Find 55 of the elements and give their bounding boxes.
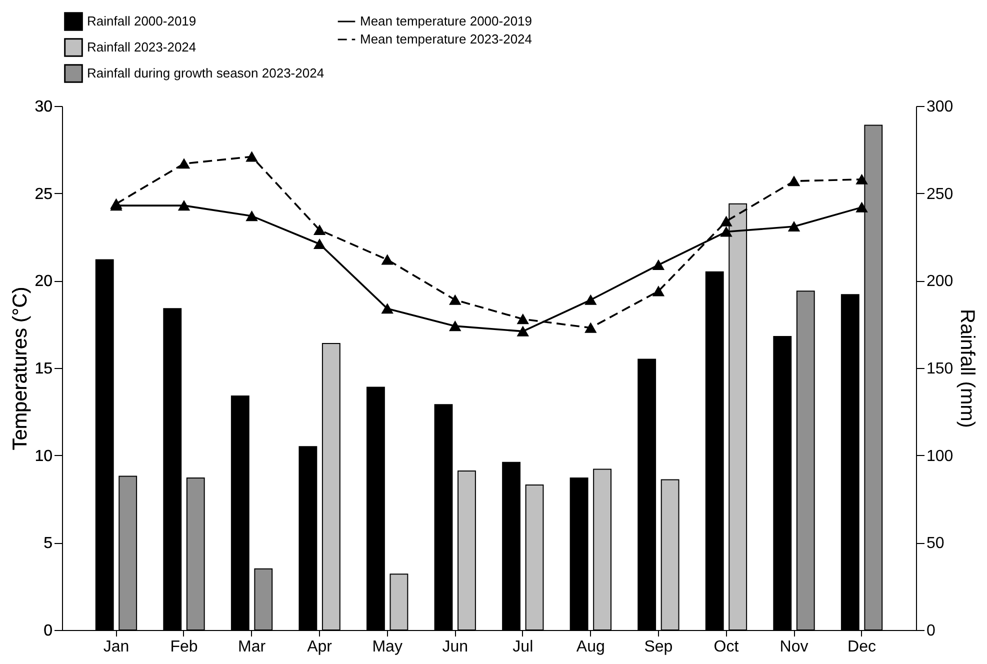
- legend-label: Mean temperature 2000-2019: [360, 14, 532, 28]
- point: [720, 226, 732, 237]
- point: [517, 326, 529, 336]
- y2-tick-label: 0: [926, 622, 936, 640]
- point: [246, 211, 258, 222]
- y2-tick-label: 300: [926, 98, 954, 116]
- y2-tick-label: 50: [926, 535, 944, 552]
- x-tick-label: Jan: [103, 638, 130, 656]
- y-tick-label: 25: [34, 186, 53, 203]
- x-tick-label: Apr: [307, 638, 333, 656]
- point: [517, 314, 529, 324]
- point: [652, 260, 664, 270]
- y2-tick-label: 150: [926, 360, 954, 378]
- y-tick-label: 20: [34, 273, 53, 290]
- point: [788, 176, 800, 186]
- point: [788, 221, 800, 232]
- point: [449, 321, 461, 332]
- point: [382, 304, 394, 314]
- legend-label: Rainfall 2023-2024: [87, 40, 196, 54]
- x-tick-label: Sep: [644, 638, 673, 656]
- point: [178, 200, 190, 211]
- point: [314, 224, 326, 236]
- point: [584, 322, 596, 333]
- x-tick-label: Dec: [848, 638, 876, 656]
- y2-tick-label: 100: [926, 448, 954, 465]
- x-tick-label: Aug: [576, 638, 605, 656]
- point: [178, 158, 190, 169]
- y2-tick-label: 200: [926, 273, 954, 290]
- y2-tick-label: 250: [926, 186, 954, 203]
- legend-label: Rainfall during growth season 2023-2024: [87, 66, 324, 80]
- x-tick-label: Oct: [714, 638, 740, 656]
- x-tick-label: Feb: [170, 638, 198, 656]
- point: [314, 238, 326, 250]
- y-tick-label: 0: [44, 622, 53, 640]
- point: [449, 294, 461, 305]
- legend-label: Rainfall 2000-2019: [87, 14, 196, 28]
- x-tick-label: May: [372, 638, 402, 656]
- point: [652, 286, 664, 296]
- x-tick-label: Jul: [512, 638, 534, 656]
- x-tick-label: Mar: [238, 638, 266, 656]
- y-tick-label: 10: [34, 448, 53, 465]
- y-tick-label: 30: [34, 98, 53, 116]
- point: [856, 202, 868, 212]
- point: [382, 254, 394, 265]
- y-tick-label: 15: [34, 360, 53, 378]
- y-tick-label: 5: [44, 535, 53, 552]
- x-tick-label: Nov: [780, 638, 808, 656]
- y2-axis-title: Rainfall (mm): [956, 309, 978, 428]
- point: [720, 216, 732, 226]
- legend-label: Mean temperature 2023-2024: [360, 32, 532, 46]
- point: [584, 294, 596, 305]
- y-axis-title: Temperatures (°C): [10, 286, 32, 450]
- point: [246, 152, 258, 162]
- x-tick-label: Jun: [442, 638, 468, 656]
- point: [856, 174, 868, 184]
